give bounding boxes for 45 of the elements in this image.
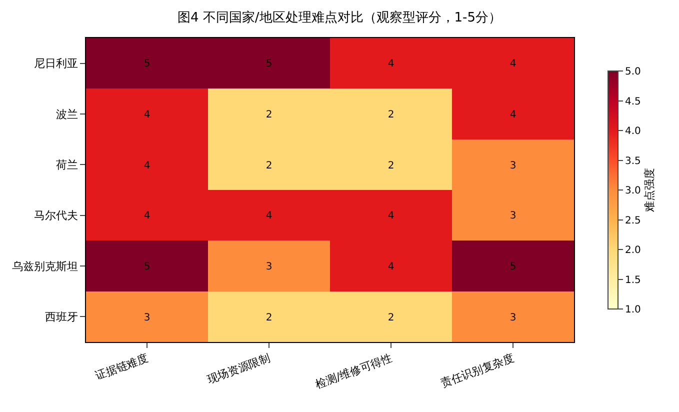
data-label: 4 [388,262,394,272]
data-label: 5 [144,58,150,70]
data-label: 3 [266,262,272,272]
data-label: 3 [144,312,150,324]
data-label: 4 [388,210,394,222]
data-label: 4 [266,210,272,222]
color-bar-label: 2.5 [625,215,641,226]
data-label: 2 [266,110,272,120]
data-label: 2 [388,160,394,172]
data-label: 4 [388,58,394,70]
data-label: 5 [266,58,272,70]
y-tick-label: 乌兹别克斯坦 [12,260,78,273]
data-label: 4 [144,160,150,172]
y-tick-label: 荷兰 [56,158,78,172]
color-bar-label: 4.0 [625,126,641,137]
y-tick-label: 波兰 [56,108,78,121]
data-label: 2 [266,312,272,324]
x-tick-label: 责任识别复杂度 [439,351,516,390]
data-label: 2 [266,160,272,172]
data-label: 5 [510,262,516,272]
color-bar-label: 2.0 [625,245,641,256]
color-bar-label: 4.5 [625,96,641,108]
y-tick-label: 马尔代夫 [34,209,78,222]
chart-title: 图4 不同国家/地区处理难点对比（观察型评分，1-5分） [177,9,502,26]
color-bar-label: 1.0 [625,304,641,316]
data-label: 4 [144,210,150,222]
x-tick-label: 检测/维修可得性 [314,351,394,392]
color-bar-label: 3.0 [625,186,641,196]
data-label: 2 [388,110,394,120]
color-bar-label: 5.0 [625,66,641,78]
y-tick-label: 西班牙 [44,310,78,324]
color-bar-label: 3.5 [625,156,641,167]
data-label: 3 [510,312,516,324]
color-bar-title: 难点强度 [642,168,656,212]
data-label: 2 [388,312,394,324]
y-tick-label: 尼日利亚 [34,57,78,70]
x-tick-label: 现场资源限制 [205,351,272,386]
data-label: 4 [510,110,516,120]
data-label: 5 [144,262,150,272]
data-label: 3 [510,160,516,172]
data-label: 4 [144,110,150,120]
color-bar-label: 1.5 [625,274,641,286]
x-tick-label: 证据链难度 [94,351,150,382]
data-label: 3 [510,210,516,222]
data-label: 4 [510,58,516,70]
